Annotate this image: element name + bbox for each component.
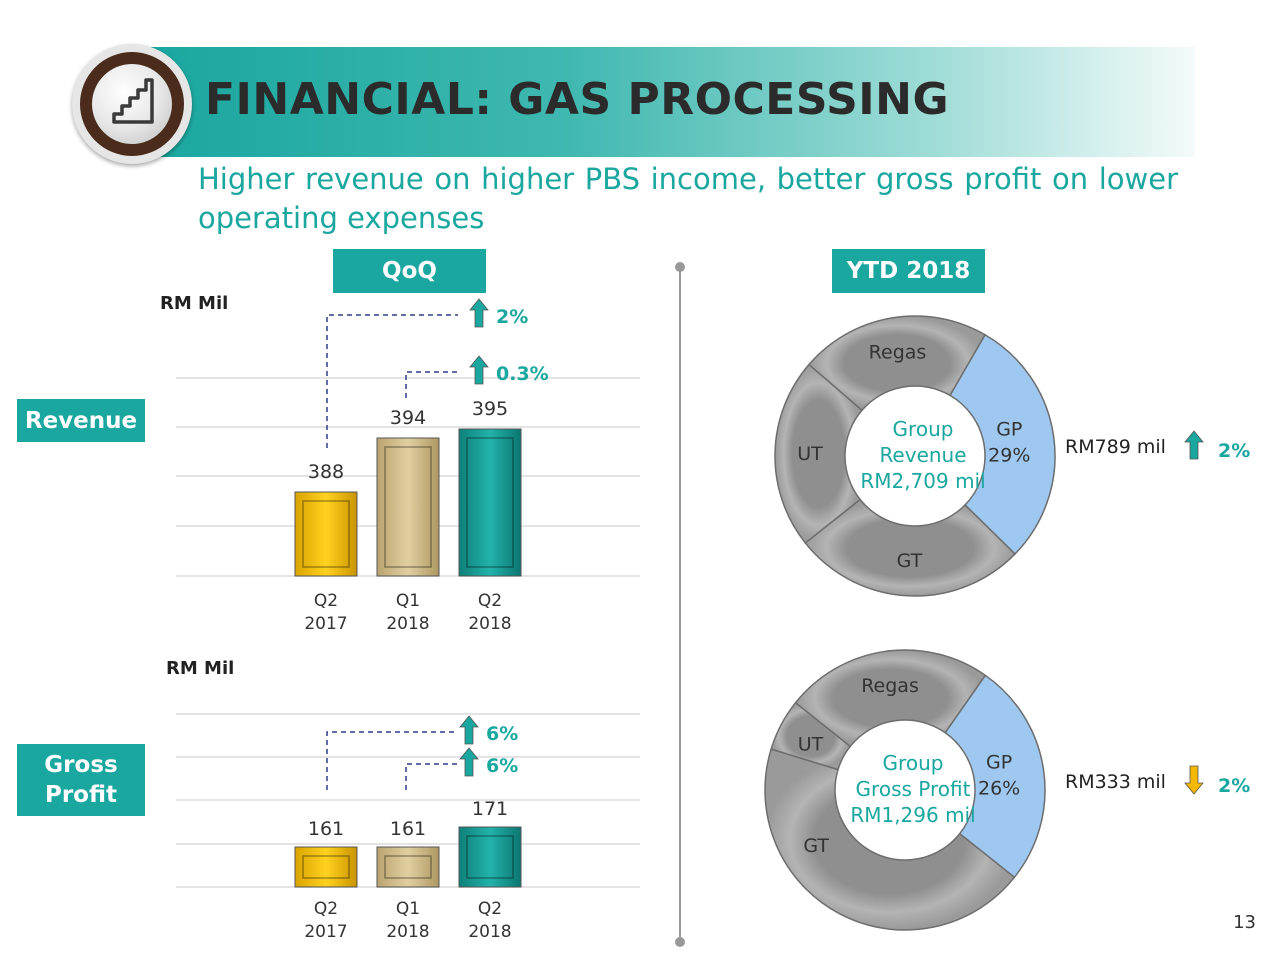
tab-ytd-2018: YTD 2018 xyxy=(832,249,985,293)
chart1-connector-0 xyxy=(326,731,458,790)
chart1-connector-1 xyxy=(405,763,458,790)
chart0-tick-label-2: Q2 xyxy=(478,591,502,611)
chart0-bar-0 xyxy=(294,491,358,577)
page-title: FINANCIAL: GAS PROCESSING xyxy=(205,74,950,125)
chart2-center-line-1: Revenue xyxy=(879,443,966,467)
page-subtitle: Higher revenue on higher PBS income, bet… xyxy=(198,162,1178,235)
divider-top-dot xyxy=(675,262,685,272)
chart2-slice-3 xyxy=(807,315,987,412)
chart3-highlight-amount: RM333 mil xyxy=(1065,771,1166,793)
chart3-highlight-change: 2% xyxy=(1218,775,1250,797)
chart3-slice-label-2: UT xyxy=(798,733,824,755)
chart1-data-label-1: 161 xyxy=(390,818,426,840)
chart0-change-label-1: 0.3% xyxy=(496,363,549,385)
chart0-bar-2-bevel xyxy=(466,437,514,568)
chart3-center-line-2: RM1,296 mil xyxy=(850,803,975,827)
chart1-tick-label-0: Q2 xyxy=(314,899,338,919)
chart1-tick-label-1: Q1 xyxy=(396,899,420,919)
chart1-tick-label-2-year: 2018 xyxy=(468,922,511,942)
stairs-icon xyxy=(112,78,154,124)
chart0-data-label-0: 388 xyxy=(308,461,344,483)
chart1-tick-label-1-year: 2018 xyxy=(386,922,429,942)
chart3-center-line-1: Gross Profit xyxy=(856,777,971,801)
chart3-slice-label-1: GT xyxy=(803,835,829,857)
chart1-bar-0-bevel xyxy=(302,855,350,879)
chart0-connector-1 xyxy=(405,371,458,398)
chart2-slice-label-3: Regas xyxy=(869,341,927,363)
chart0-bar-0-bevel xyxy=(302,500,350,568)
revenue-label: Revenue xyxy=(17,399,145,442)
section-divider xyxy=(679,267,681,943)
chart1-data-label-0: 161 xyxy=(308,818,344,840)
chart1-bar-1-bevel xyxy=(384,855,432,879)
chart3-slice-value-0: 26% xyxy=(978,778,1020,800)
tab-qoq: QoQ xyxy=(333,249,486,293)
chart2-slice-label-2: UT xyxy=(797,443,823,465)
chart1-bar-2-bevel xyxy=(466,835,514,879)
logo-inner xyxy=(92,64,172,144)
chart1-bar-0 xyxy=(294,846,358,888)
chart1-change-arrow-1 xyxy=(459,747,479,777)
chart3-slice-0 xyxy=(944,674,1046,879)
chart2-slice-value-0: 29% xyxy=(988,444,1030,466)
chart0-change-arrow-1 xyxy=(469,355,489,385)
chart2-slice-label-0: GP xyxy=(996,418,1022,440)
chart0-tick-label-2-year: 2018 xyxy=(468,614,511,634)
chart3-slice-1 xyxy=(764,748,1016,931)
chart3-slice-label-0: GP xyxy=(986,752,1012,774)
gross-profit-unit-label: RM Mil xyxy=(166,658,235,679)
chart1-data-label-2: 171 xyxy=(472,798,508,820)
chart0-connector-0 xyxy=(326,314,458,448)
chart3-center-line-0: Group xyxy=(883,751,944,775)
chart1-bar-2 xyxy=(458,826,522,888)
header-banner xyxy=(150,47,1195,157)
chart0-data-label-1: 394 xyxy=(390,407,426,429)
divider-bottom-dot xyxy=(675,937,685,947)
chart0-data-label-2: 395 xyxy=(472,398,508,420)
chart1-tick-label-2: Q2 xyxy=(478,899,502,919)
chart2-center-line-0: Group xyxy=(893,417,954,441)
chart3-slice-label-3: Regas xyxy=(861,675,919,697)
chart0-tick-label-1: Q1 xyxy=(396,591,420,611)
gross-profit-label: Gross Profit xyxy=(17,744,145,816)
chart1-change-label-0: 6% xyxy=(486,723,518,745)
chart0-change-arrow-0 xyxy=(469,298,489,328)
chart0-tick-label-0: Q2 xyxy=(314,591,338,611)
chart1-change-label-1: 6% xyxy=(486,755,518,777)
chart2-slice-2 xyxy=(774,363,864,545)
page-number: 13 xyxy=(1233,912,1256,933)
chart0-bar-2 xyxy=(458,428,522,577)
chart2-slice-label-1: GT xyxy=(897,550,923,572)
chart0-tick-label-0-year: 2017 xyxy=(304,614,347,634)
chart0-bar-1 xyxy=(376,437,440,577)
chart0-bar-1-bevel xyxy=(384,446,432,568)
chart2-highlight-amount: RM789 mil xyxy=(1065,436,1166,458)
chart1-tick-label-0-year: 2017 xyxy=(304,922,347,942)
chart1-change-arrow-0 xyxy=(459,715,479,745)
revenue-unit-label: RM Mil xyxy=(160,293,229,314)
chart2-highlight-change: 2% xyxy=(1218,440,1250,462)
chart3-slice-3 xyxy=(794,649,987,748)
chart3-highlight-arrow xyxy=(1184,765,1204,795)
chart2-highlight-arrow xyxy=(1184,430,1204,460)
chart1-bar-1 xyxy=(376,846,440,888)
chart0-tick-label-1-year: 2018 xyxy=(386,614,429,634)
chart2-slice-1 xyxy=(804,498,1017,597)
chart0-change-label-0: 2% xyxy=(496,306,528,328)
chart2-slice-0 xyxy=(948,333,1056,556)
chart2-center-line-2: RM2,709 mil xyxy=(860,469,985,493)
